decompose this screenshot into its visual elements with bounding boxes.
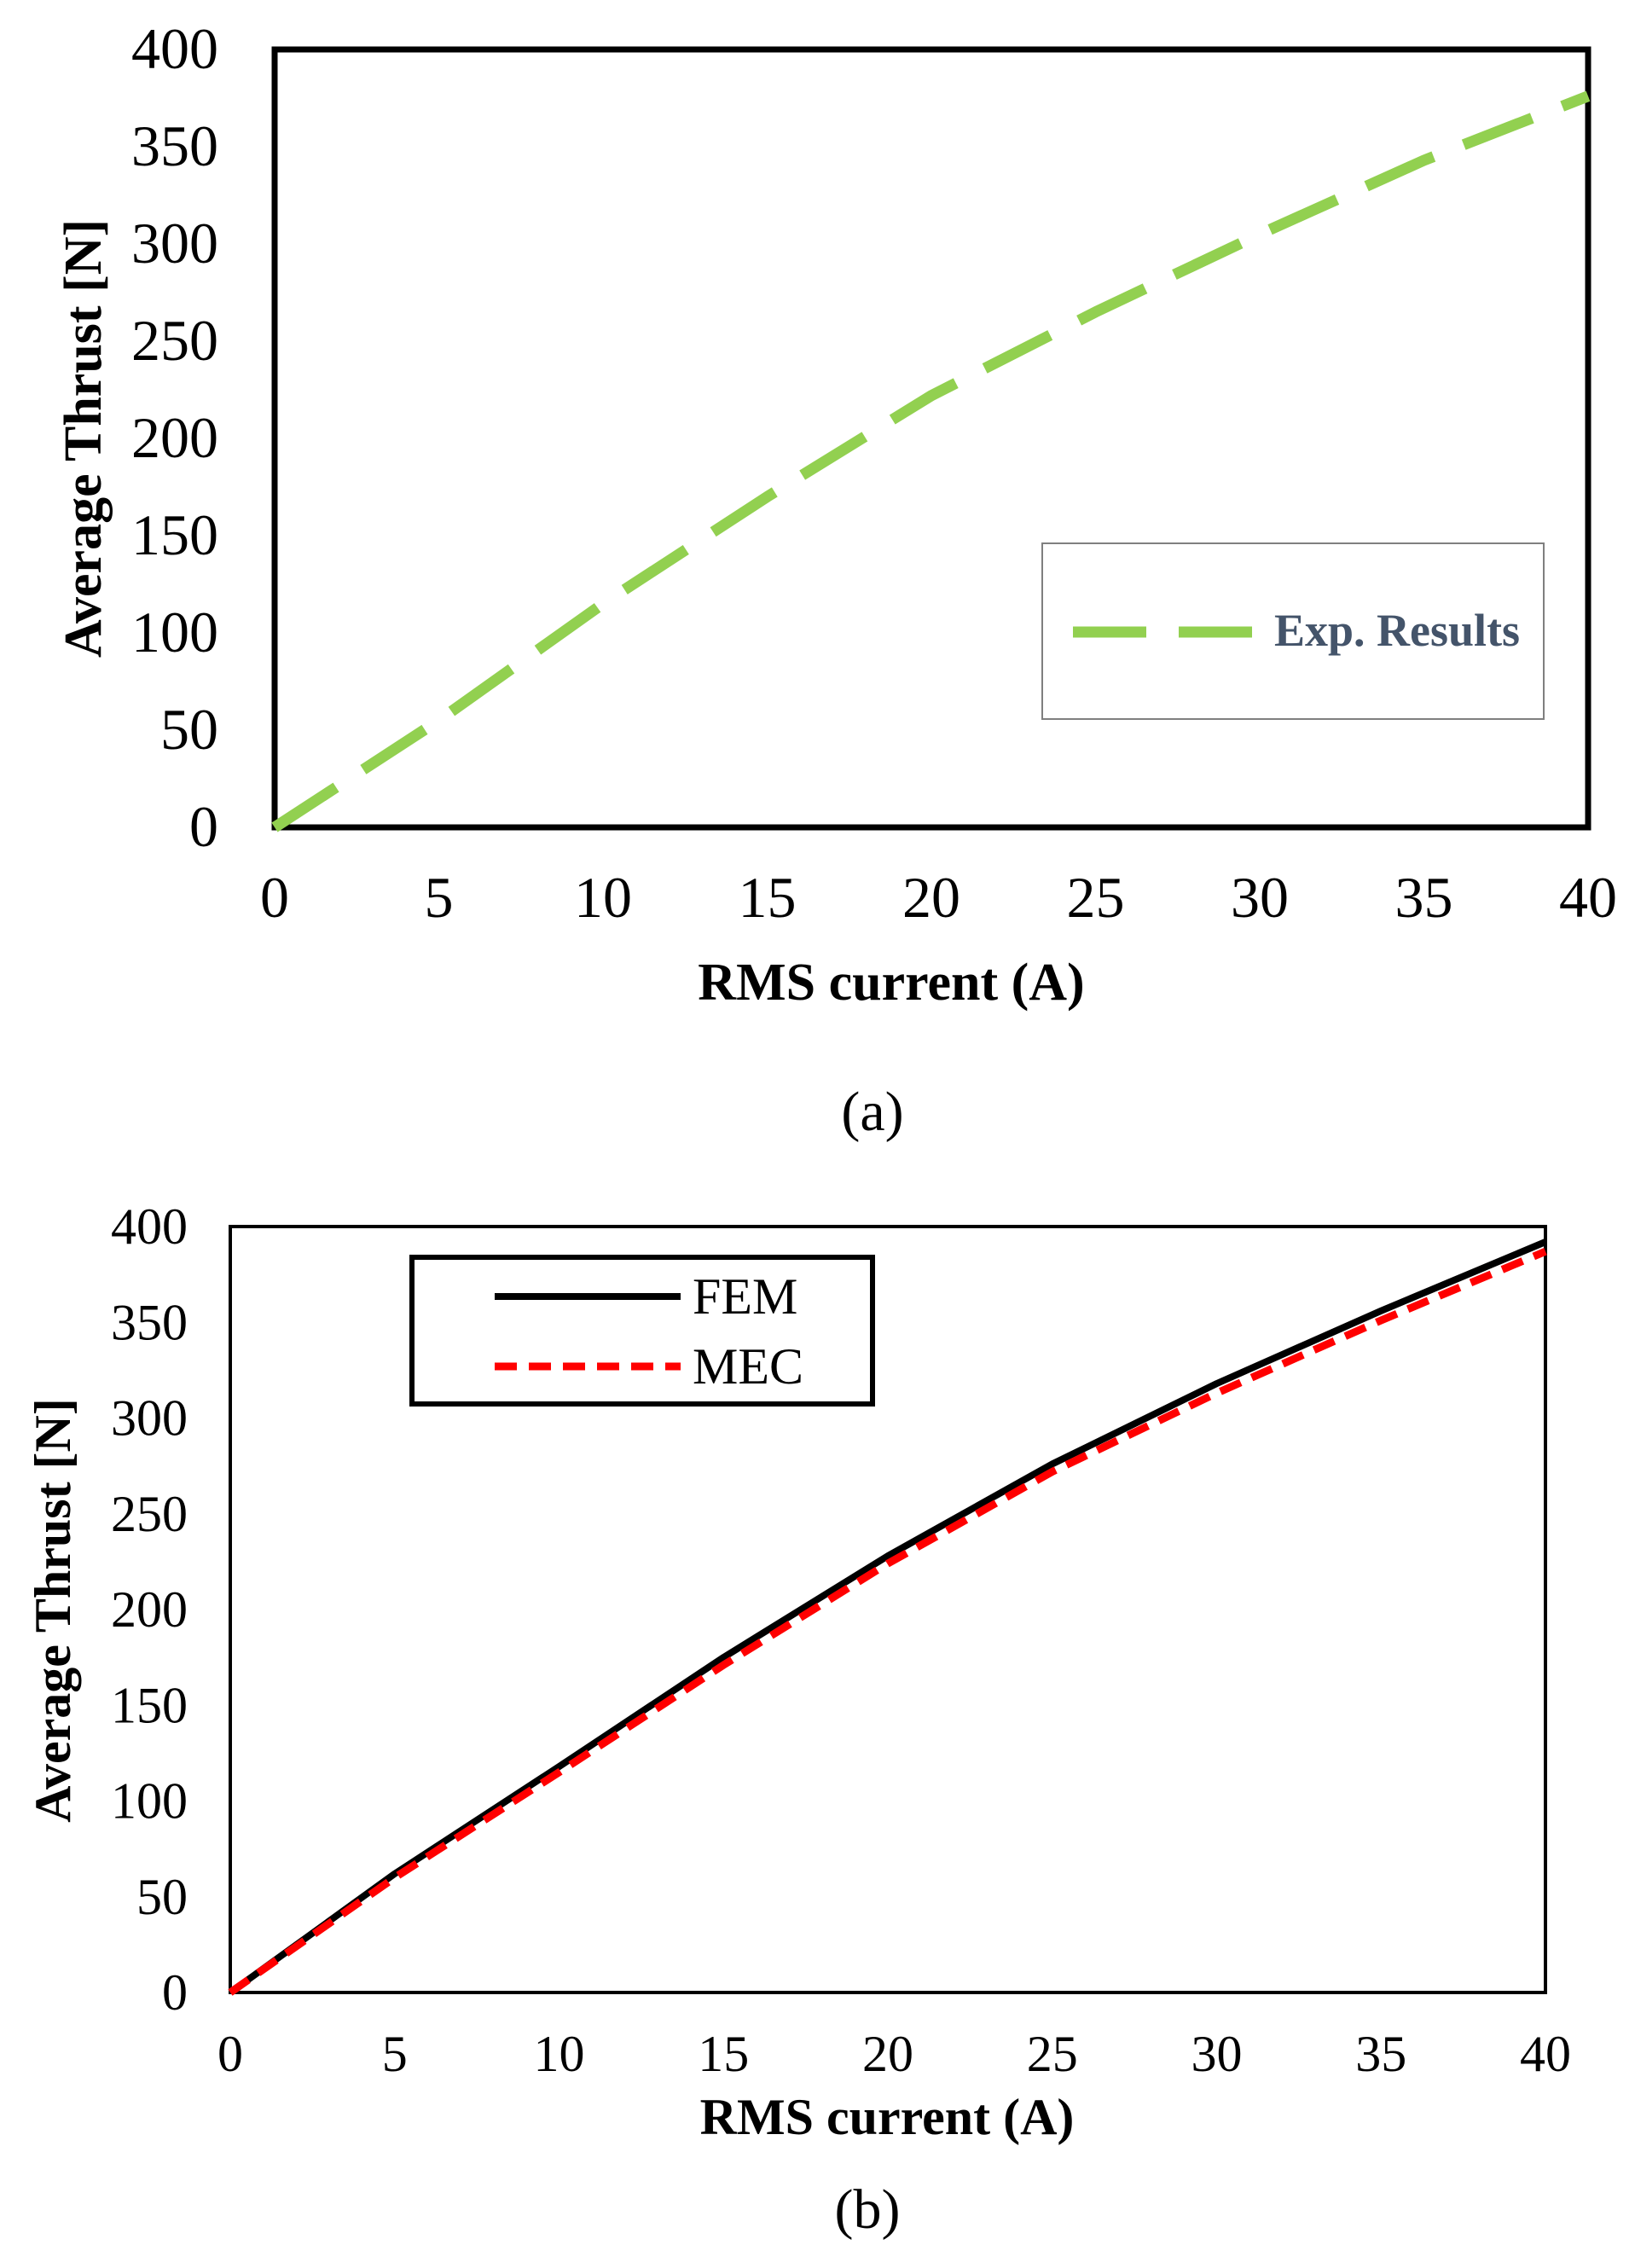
- legend-b: FEM MEC: [409, 1255, 875, 1407]
- legend-label-mec: MEC: [693, 1338, 803, 1395]
- x-tick-label: 10: [574, 865, 632, 930]
- legend-label-exp: Exp. Results: [1274, 605, 1520, 656]
- y-tick-label: 150: [131, 502, 218, 567]
- legend-label-fem: FEM: [693, 1268, 797, 1325]
- x-tick-label: 5: [382, 2026, 408, 2082]
- x-tick-label: 15: [739, 865, 797, 930]
- y-tick-label: 400: [111, 1198, 188, 1255]
- y-axis-title-b: Average Thrust [N]: [25, 1398, 81, 1823]
- caption-b: (b): [835, 2178, 901, 2241]
- x-tick-label: 20: [902, 865, 960, 930]
- series-line-exp-results: [271, 90, 1591, 832]
- y-tick-label: 250: [111, 1486, 188, 1542]
- x-tick-label: 30: [1191, 2026, 1243, 2082]
- y-axis-title-a: Average Thrust [N]: [55, 219, 113, 658]
- x-axis-title-b: RMS current (A): [700, 2089, 1075, 2145]
- y-tick-label: 350: [131, 113, 218, 178]
- y-tick-label: 50: [160, 697, 218, 762]
- x-tick-label: 35: [1395, 865, 1453, 930]
- caption-a: (a): [841, 1081, 903, 1143]
- x-tick-label: 25: [1027, 2026, 1078, 2082]
- y-tick-label: 100: [131, 600, 218, 664]
- y-tick-label: 350: [111, 1294, 188, 1350]
- y-tick-label: 0: [189, 794, 218, 859]
- x-tick-label: 15: [698, 2026, 749, 2082]
- x-tick-label: 10: [534, 2026, 585, 2082]
- y-tick-label: 0: [162, 1964, 188, 2021]
- x-axis-title-a: RMS current (A): [698, 954, 1084, 1012]
- plot-area-b: [229, 1225, 1547, 1994]
- x-tick-label: 40: [1520, 2026, 1571, 2082]
- y-tick-label: 200: [111, 1581, 188, 1638]
- x-tick-label: 35: [1355, 2026, 1406, 2082]
- x-tick-label: 25: [1067, 865, 1125, 930]
- series-line-fem: [228, 1238, 1547, 1996]
- chart-b: 0 50 100 150 200 250 300 350 400 0 5 10 15 20 25 30 35 4…: [25, 1198, 1571, 2241]
- y-tick-label: 200: [131, 405, 218, 470]
- x-tick-label: 30: [1231, 865, 1289, 930]
- x-tick-label: 40: [1559, 865, 1617, 930]
- x-tick-label: 20: [862, 2026, 913, 2082]
- y-tick-label: 300: [111, 1390, 188, 1447]
- x-tick-label: 0: [260, 865, 289, 930]
- y-tick-label: 100: [111, 1773, 188, 1830]
- x-tick-label: 5: [425, 865, 454, 930]
- legend-box-b: [409, 1255, 875, 1407]
- chart-a: 0 50 100 150 200 250 300 350 400 0 5 10 15 20 25 30 35 4…: [55, 16, 1617, 1143]
- y-tick-label: 300: [131, 211, 218, 276]
- y-tick-label: 250: [131, 308, 218, 373]
- x-tick-label: 0: [217, 2026, 243, 2082]
- legend-a: Exp. Results: [1041, 542, 1545, 720]
- series-line-mec: [228, 1248, 1547, 1996]
- y-tick-label: 400: [131, 16, 218, 81]
- y-tick-label: 150: [111, 1677, 188, 1733]
- y-tick-label: 50: [136, 1869, 188, 1925]
